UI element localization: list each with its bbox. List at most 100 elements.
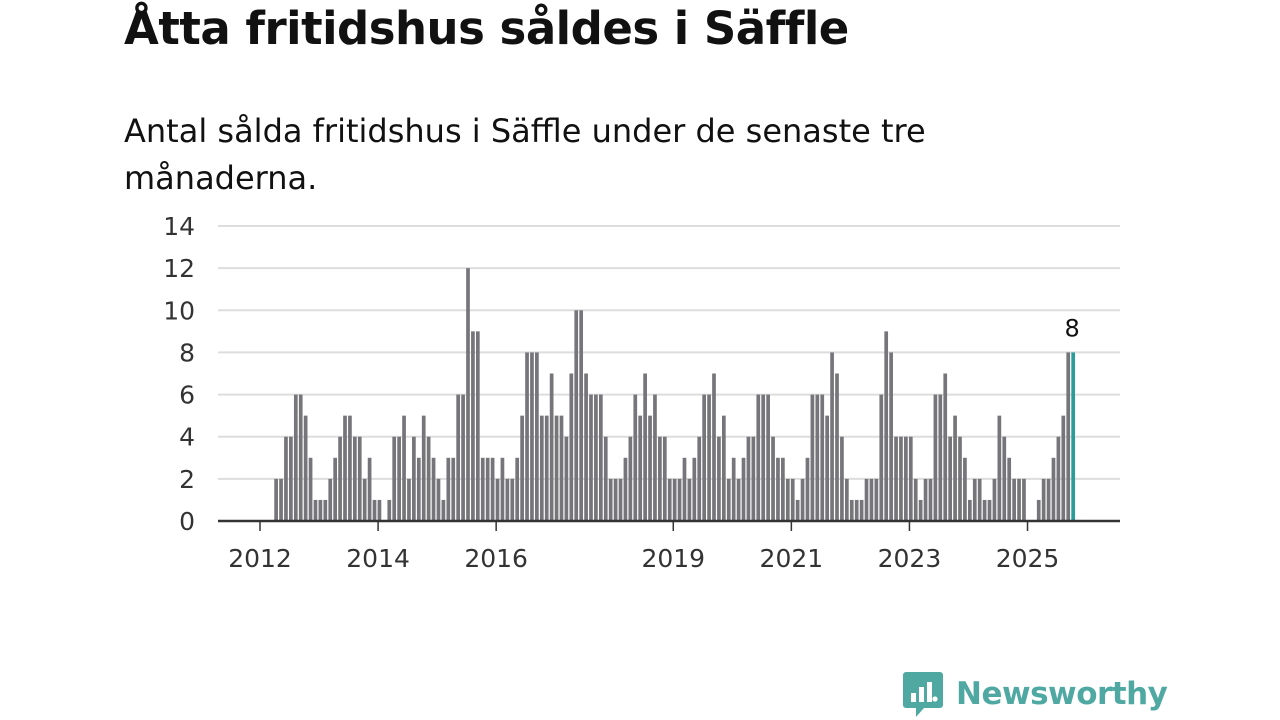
bar bbox=[958, 436, 962, 521]
bar bbox=[293, 394, 298, 521]
bar bbox=[594, 394, 598, 521]
x-tick-label: 2016 bbox=[464, 544, 528, 573]
bar bbox=[451, 457, 456, 521]
bar bbox=[441, 499, 446, 521]
bar bbox=[672, 478, 677, 521]
bar bbox=[515, 457, 520, 521]
bar bbox=[289, 436, 293, 521]
bar bbox=[407, 478, 411, 521]
bar bbox=[431, 457, 436, 521]
bar bbox=[352, 436, 357, 521]
bar bbox=[436, 478, 441, 521]
bar bbox=[298, 394, 303, 521]
bar bbox=[475, 331, 480, 521]
bar bbox=[313, 499, 318, 521]
bar bbox=[416, 457, 421, 521]
bar bbox=[884, 331, 889, 521]
bar bbox=[894, 436, 898, 521]
bar bbox=[603, 436, 608, 521]
bar bbox=[908, 436, 913, 521]
bar bbox=[613, 478, 618, 521]
bar bbox=[864, 478, 869, 521]
bar bbox=[480, 457, 485, 521]
bar bbox=[544, 415, 549, 521]
bar bbox=[579, 310, 584, 521]
y-tick-label: 14 bbox=[163, 212, 195, 241]
bar bbox=[598, 394, 603, 521]
bar bbox=[795, 499, 800, 521]
bar bbox=[1051, 457, 1056, 521]
bar bbox=[835, 373, 839, 521]
bar bbox=[1046, 478, 1051, 521]
bar bbox=[318, 499, 323, 521]
bar bbox=[840, 436, 844, 521]
bar bbox=[446, 457, 451, 521]
bar bbox=[1017, 478, 1021, 521]
bar bbox=[343, 415, 347, 521]
bar bbox=[923, 478, 928, 521]
bar bbox=[1007, 457, 1012, 521]
bar bbox=[564, 436, 569, 521]
bar bbox=[904, 436, 908, 521]
bar-chart: 0 2 4 6 8 10 12 14 2012 2014 2016 2019 2021 2023 2025… bbox=[163, 212, 1120, 573]
bar bbox=[1056, 436, 1061, 521]
gridlines bbox=[218, 225, 1120, 480]
bar bbox=[559, 415, 564, 521]
newsworthy-logo-icon bbox=[903, 672, 943, 717]
bar bbox=[510, 478, 515, 521]
bar bbox=[402, 415, 406, 521]
bar bbox=[746, 436, 751, 521]
bar bbox=[943, 373, 948, 521]
bar bbox=[697, 436, 702, 521]
x-tick-label: 2019 bbox=[641, 544, 705, 573]
bar bbox=[357, 436, 362, 521]
bar bbox=[859, 499, 864, 521]
bar bbox=[569, 373, 574, 521]
bar bbox=[658, 436, 662, 521]
y-tick-label: 2 bbox=[179, 465, 195, 494]
bar bbox=[874, 478, 879, 521]
bar bbox=[756, 394, 761, 521]
bar bbox=[426, 436, 431, 521]
x-tick-label: 2021 bbox=[760, 544, 824, 573]
bar bbox=[721, 415, 726, 521]
bar bbox=[982, 499, 987, 521]
bar bbox=[279, 478, 283, 521]
bar-series bbox=[274, 268, 1076, 521]
bar bbox=[1041, 478, 1046, 521]
bar bbox=[992, 478, 997, 521]
bar bbox=[397, 436, 401, 521]
bar bbox=[736, 478, 741, 521]
bar bbox=[667, 478, 672, 521]
bar-highlight bbox=[1071, 352, 1076, 521]
bar bbox=[785, 478, 790, 521]
bar bbox=[987, 499, 992, 521]
bar bbox=[815, 394, 820, 521]
bar bbox=[653, 394, 657, 521]
bar bbox=[781, 457, 785, 521]
bar bbox=[844, 478, 849, 521]
bar bbox=[687, 478, 692, 521]
bar bbox=[800, 478, 805, 521]
bar bbox=[387, 499, 392, 521]
bar bbox=[977, 478, 982, 521]
bar bbox=[490, 457, 495, 521]
bar bbox=[461, 394, 465, 521]
x-tick-label: 2023 bbox=[878, 544, 942, 573]
bar bbox=[466, 268, 470, 521]
bar bbox=[771, 436, 775, 521]
bar bbox=[520, 415, 524, 521]
data-labels: 8 bbox=[1065, 314, 1080, 342]
bar bbox=[899, 436, 903, 521]
bar bbox=[997, 415, 1002, 521]
bar bbox=[485, 457, 490, 521]
bar bbox=[1012, 478, 1016, 521]
bar bbox=[825, 415, 830, 521]
bar bbox=[638, 415, 643, 521]
x-tick-label: 2025 bbox=[996, 544, 1060, 573]
bar bbox=[662, 436, 667, 521]
bar bbox=[1066, 352, 1071, 521]
bar bbox=[869, 478, 874, 521]
bar bbox=[539, 415, 544, 521]
bar bbox=[1061, 415, 1066, 521]
